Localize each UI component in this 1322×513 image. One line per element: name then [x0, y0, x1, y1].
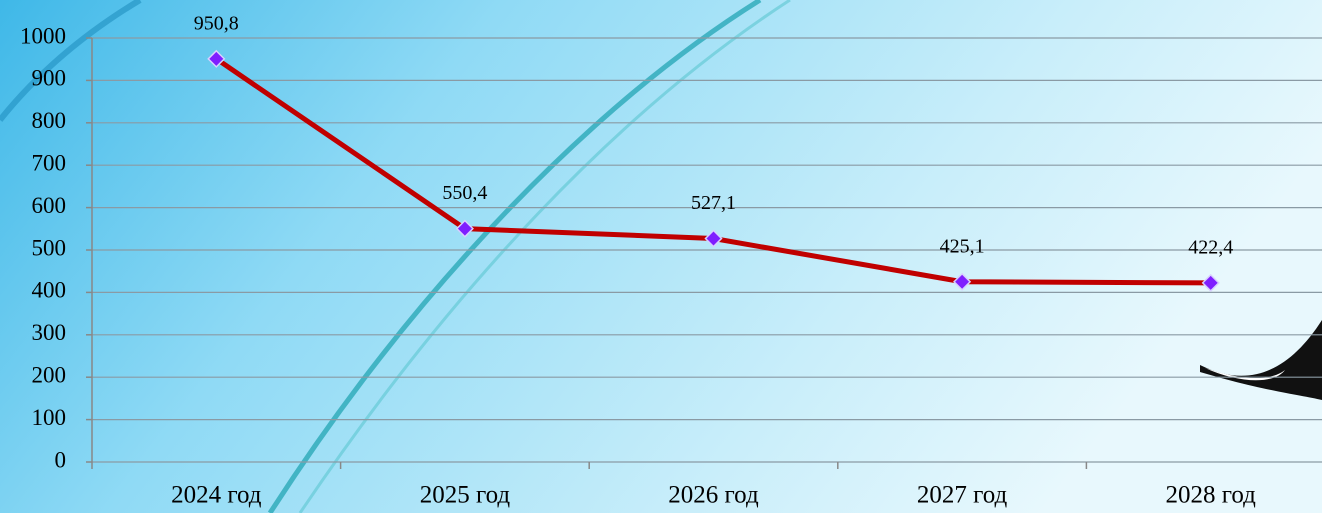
- y-tick-label: 200: [32, 362, 67, 387]
- x-tick-label: 2024 год: [171, 482, 262, 509]
- decor-swoosh: [1200, 320, 1322, 400]
- y-tick-label: 400: [32, 278, 67, 303]
- data-marker: [953, 272, 972, 291]
- x-tick-label: 2025 год: [420, 482, 511, 509]
- y-tick-label: 0: [55, 447, 67, 472]
- data-marker: [455, 219, 474, 238]
- decor-arc: [267, 0, 762, 513]
- decor-arc: [0, 0, 142, 122]
- x-tick-label: 2028 год: [1166, 482, 1257, 509]
- decor-swoosh: [1205, 368, 1285, 381]
- x-tick-label: 2027 год: [917, 482, 1008, 509]
- y-tick-label: 1000: [20, 23, 66, 48]
- data-marker: [207, 49, 226, 68]
- value-label: 950,8: [194, 12, 239, 34]
- value-label: 527,1: [691, 192, 736, 214]
- value-label: 550,4: [442, 182, 487, 204]
- y-tick-label: 100: [32, 405, 67, 430]
- x-tick-label: 2026 год: [668, 482, 759, 509]
- data-marker: [1201, 273, 1220, 292]
- y-tick-label: 900: [32, 66, 67, 91]
- plot: 2024 год 2025 год 2026 год 2027 год 2028 год…: [171, 12, 1256, 508]
- value-label: 422,4: [1188, 236, 1233, 258]
- y-tick-label: 300: [32, 320, 67, 345]
- grid: 0 100 200 300 400 500 600 700 800 900 1000: [20, 23, 1322, 472]
- y-tick-label: 800: [32, 108, 67, 133]
- value-label: 425,1: [940, 235, 985, 257]
- y-tick-label: 700: [32, 150, 67, 175]
- y-tick-label: 600: [32, 193, 67, 218]
- y-tick-label: 500: [32, 235, 67, 260]
- data-marker: [704, 229, 723, 248]
- decor-arc: [298, 0, 791, 513]
